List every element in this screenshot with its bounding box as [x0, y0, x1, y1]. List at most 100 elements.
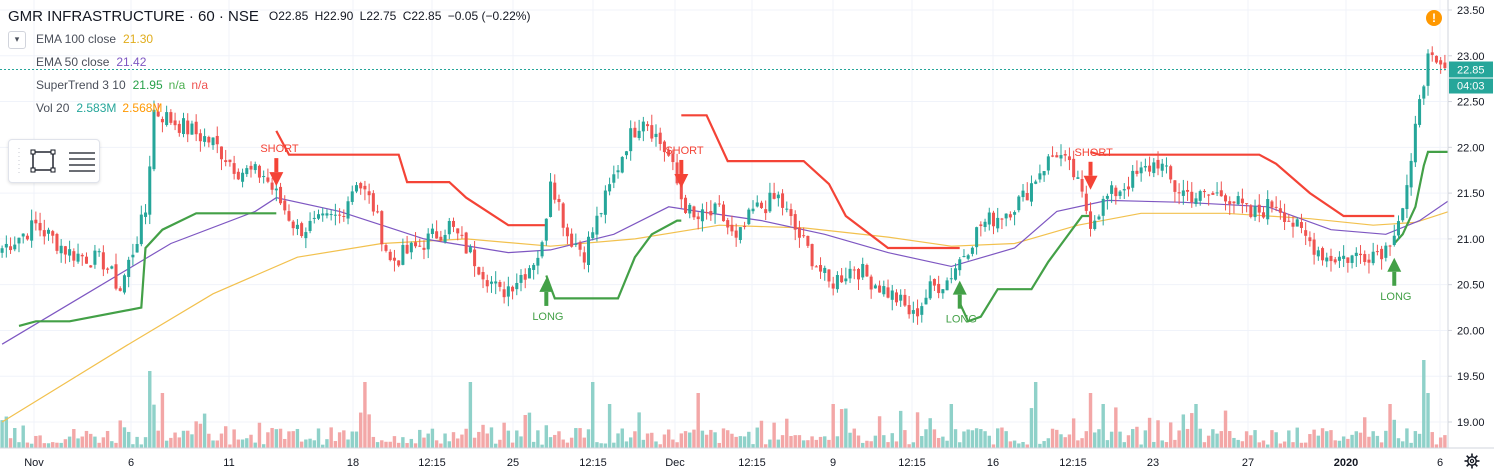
candle	[582, 246, 586, 270]
candle	[1093, 215, 1097, 231]
candle	[949, 267, 953, 284]
candle	[899, 289, 903, 307]
candle	[928, 275, 932, 300]
volume-bar	[1384, 430, 1388, 448]
candle	[603, 185, 607, 224]
candle	[810, 243, 814, 270]
candle	[650, 114, 654, 142]
gear-icon[interactable]	[1464, 453, 1480, 469]
candle	[55, 232, 59, 255]
long-label: LONG	[1380, 291, 1411, 303]
candle	[1295, 217, 1299, 227]
horizontal-lines-icon[interactable]	[69, 152, 95, 172]
candle	[827, 269, 831, 288]
candle	[148, 155, 152, 225]
candle	[1097, 214, 1101, 221]
high-value: H22.90	[314, 9, 354, 23]
candle	[527, 265, 531, 279]
chevron-down-icon[interactable]: ▾	[8, 30, 26, 49]
candle	[270, 177, 274, 195]
candle	[987, 207, 991, 231]
candle	[578, 240, 582, 257]
candle	[1114, 185, 1118, 205]
volume-bar	[186, 430, 190, 448]
volume-bar	[1265, 444, 1270, 448]
candle	[1059, 144, 1063, 167]
volume-bar	[1105, 440, 1110, 448]
supertrend-down-segment	[275, 130, 547, 227]
candle	[1089, 202, 1093, 237]
volume-bar	[569, 437, 574, 448]
candle	[114, 253, 118, 291]
rectangle-tool-icon[interactable]	[30, 149, 56, 173]
legend-supertrend[interactable]: SuperTrend 3 10 21.95 n/a n/a	[8, 74, 533, 97]
candle	[1261, 206, 1265, 219]
candle	[991, 210, 996, 235]
ema100-value: 21.30	[123, 32, 154, 46]
candle	[451, 217, 456, 233]
candle	[1080, 170, 1084, 198]
candle	[1194, 192, 1198, 207]
x-tick-label: 12:15	[418, 457, 446, 469]
candle	[574, 233, 578, 248]
candle	[354, 182, 358, 194]
candle	[768, 182, 772, 213]
volume-bar	[586, 429, 591, 448]
candle	[1055, 152, 1059, 158]
candle	[287, 204, 291, 222]
volume-bar	[291, 431, 295, 448]
volume-bar	[1392, 419, 1396, 448]
volume-bar	[485, 433, 489, 448]
volume-bar	[321, 444, 325, 448]
volume-bar	[1405, 428, 1409, 448]
volume-bar	[1291, 442, 1295, 448]
candle	[840, 268, 844, 284]
candle	[734, 223, 738, 247]
volume-bar	[439, 443, 443, 448]
open-value: O22.85	[268, 9, 309, 23]
volume-bar	[34, 435, 38, 448]
candle	[523, 268, 527, 289]
volume-bar	[493, 443, 498, 448]
warning-icon[interactable]: !	[1426, 10, 1442, 26]
candle	[346, 196, 350, 225]
volume-bar	[1063, 437, 1067, 448]
candle	[1063, 150, 1067, 162]
volume-bar	[63, 439, 68, 448]
candle	[215, 126, 219, 154]
ohlc-values: O22.85 H22.90 L22.75 C22.85 −0.05 (−0.22…	[269, 5, 534, 28]
volume-bar	[1422, 360, 1426, 448]
volume-bar	[80, 436, 84, 448]
volume-bar	[1000, 427, 1004, 448]
candle	[1067, 147, 1071, 171]
volume-bar	[1413, 431, 1418, 448]
candle	[713, 202, 717, 224]
candle	[173, 112, 177, 131]
volume-bar	[1215, 433, 1219, 448]
volume-name: Vol 20	[36, 101, 70, 115]
candle	[367, 183, 371, 204]
volume-bar	[1443, 435, 1447, 448]
symbol-title[interactable]: GMR INFRASTRUCTURE · 60 · NSE	[8, 8, 259, 25]
short-label: SHORT	[1075, 147, 1114, 159]
volume-bar	[1333, 440, 1337, 448]
candle	[485, 274, 489, 293]
volume-bar	[717, 442, 721, 448]
candles	[0, 46, 1447, 325]
volume-bar	[1253, 430, 1257, 448]
y-tick-label: 21.00	[1457, 234, 1485, 246]
legend-volume[interactable]: Vol 20 2.583M 2.568M	[8, 97, 533, 120]
candle	[194, 114, 198, 142]
legend-ema100[interactable]: ▾ EMA 100 close 21.30	[8, 28, 533, 51]
candle	[1169, 164, 1173, 184]
volume-bar	[122, 427, 127, 448]
legend-ema50[interactable]: EMA 50 close 21.42	[8, 51, 533, 74]
volume-bar	[148, 371, 152, 448]
volume-bar	[468, 382, 473, 448]
candle	[616, 165, 620, 179]
candle	[1105, 193, 1109, 210]
candle	[726, 217, 730, 235]
candle	[924, 289, 928, 305]
candle	[1160, 158, 1164, 178]
